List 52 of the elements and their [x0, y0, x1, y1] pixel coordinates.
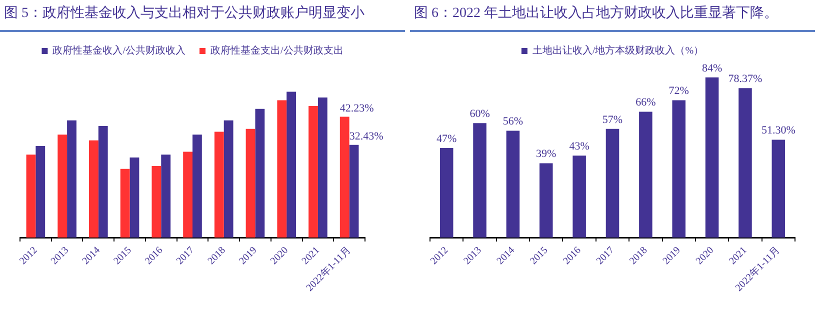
bar	[98, 126, 108, 238]
bar	[318, 97, 328, 238]
data-label: 51.30%	[761, 124, 796, 137]
legend-label: 土地出让收入/地方本级财政收入（%）	[532, 44, 704, 57]
bar	[120, 168, 130, 238]
bar	[246, 128, 256, 238]
data-label: 56%	[502, 116, 524, 128]
legend-label: 政府性基金支出/公共财政支出	[210, 44, 344, 57]
bar	[340, 116, 350, 238]
bar	[772, 140, 786, 238]
data-label: 57%	[602, 114, 623, 126]
bar	[639, 112, 652, 238]
bar	[89, 140, 98, 238]
bar	[286, 92, 296, 238]
bar	[572, 156, 586, 238]
data-label: 47%	[436, 132, 457, 145]
bar	[214, 132, 224, 238]
bar	[152, 166, 162, 238]
legend-label: 政府性基金收入/公共财政收入	[52, 44, 186, 57]
data-label: 39%	[536, 148, 556, 160]
x-tick-label: 2021	[727, 244, 750, 267]
bar	[672, 100, 686, 238]
bar	[473, 123, 486, 238]
data-label: 60%	[470, 108, 490, 120]
bar	[183, 152, 192, 238]
bar	[705, 77, 719, 238]
data-label: 32.43%	[349, 130, 384, 143]
bar	[58, 134, 68, 238]
bar	[540, 163, 553, 238]
data-label: 66%	[636, 96, 656, 109]
data-label: 43%	[569, 140, 590, 152]
data-label: 42.23%	[340, 102, 374, 115]
bar	[161, 154, 171, 238]
bar	[67, 120, 76, 238]
chart-title: 图 6：2022 年土地出让收入占地方财政收入比重显著下降。	[413, 4, 779, 23]
data-label: 72%	[668, 85, 689, 98]
bar	[606, 128, 620, 238]
bar	[224, 120, 234, 238]
bar	[36, 146, 46, 238]
bar	[440, 148, 454, 238]
bar	[192, 134, 202, 238]
bar	[255, 108, 265, 238]
bar	[738, 88, 752, 238]
bar	[506, 130, 520, 238]
bar	[130, 157, 140, 238]
data-label: 78.37%	[728, 73, 762, 86]
chart-title: 图 5：政府性基金收入与支出相对于公共财政账户明显变小	[3, 4, 366, 23]
data-label: 84%	[702, 62, 722, 74]
bar	[26, 154, 36, 238]
bar	[277, 100, 287, 238]
bar	[349, 144, 359, 238]
bar	[308, 106, 318, 238]
